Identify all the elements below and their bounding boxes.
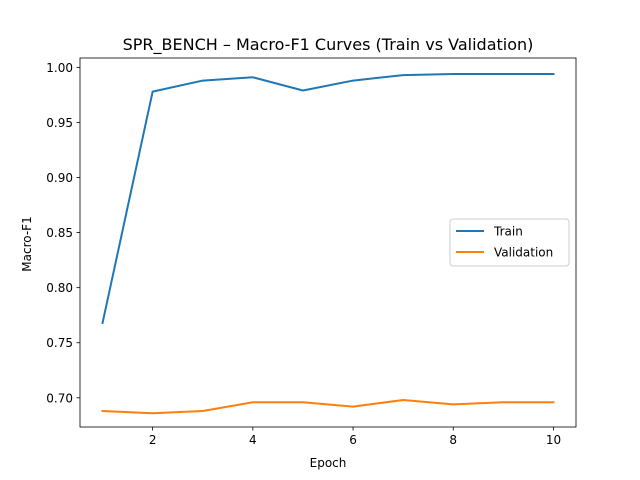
y-tick-label: 0.80 <box>46 281 73 295</box>
y-tick-label: 1.00 <box>46 61 73 75</box>
x-tick-label: 10 <box>546 433 561 447</box>
legend-label-train: Train <box>493 225 523 239</box>
y-tick-label: 0.95 <box>46 116 73 130</box>
axes-frame <box>79 57 577 428</box>
y-axis-label: Macro-F1 <box>20 216 34 271</box>
legend: Train Validation <box>449 218 570 267</box>
x-axis-label: Epoch <box>310 456 347 470</box>
chart-title: SPR_BENCH – Macro-F1 Curves (Train vs Va… <box>123 35 534 55</box>
y-tick-label: 0.70 <box>46 391 73 405</box>
legend-label-validation: Validation <box>494 246 553 260</box>
x-tick-label: 8 <box>449 433 457 447</box>
plot-area: 2 4 6 8 10 0.70 0.75 0.80 0.85 0.90 0.95 1.00 <box>46 57 577 447</box>
y-tick-label: 0.85 <box>46 226 73 240</box>
x-tick-label: 6 <box>349 433 357 447</box>
x-tick-label: 2 <box>149 433 157 447</box>
series-line-validation <box>101 399 555 415</box>
y-tick-label: 0.90 <box>46 171 73 185</box>
x-tick-label: 4 <box>249 433 257 447</box>
series-line-train <box>101 72 555 325</box>
y-tick-label: 0.75 <box>46 336 73 350</box>
